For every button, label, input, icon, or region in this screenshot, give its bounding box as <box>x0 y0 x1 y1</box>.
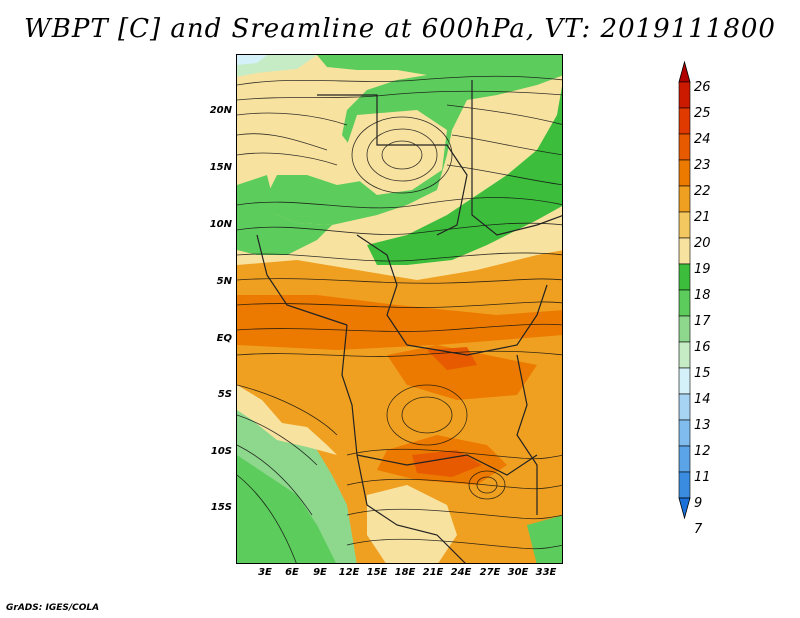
wbpt-field-map <box>237 55 562 563</box>
colorbar-label: 20 <box>694 236 711 251</box>
colorbar-label: 25 <box>694 106 711 121</box>
lon-label-27e: 27E <box>479 567 501 578</box>
colorbar-bottom-arrow <box>678 497 691 520</box>
field-region <box>237 69 297 120</box>
colorbar-cell <box>678 419 691 447</box>
colorbar-label: 26 <box>694 80 711 95</box>
colorbar-label: 9 <box>694 496 703 511</box>
colorbar <box>678 60 691 520</box>
colorbar-cell <box>678 237 691 265</box>
lon-label-18e: 18E <box>394 567 416 578</box>
lat-label-10n: 10N <box>209 219 232 230</box>
map-panel <box>236 54 563 564</box>
colorbar-cell <box>678 445 691 473</box>
country-borders <box>256 80 562 563</box>
colorbar-label: 15 <box>694 366 711 381</box>
colorbar-cell <box>678 263 691 291</box>
lat-label-10s: 10S <box>210 446 232 457</box>
colorbar-cell <box>678 341 691 369</box>
field-region <box>427 347 477 370</box>
lon-label-15e: 15E <box>366 567 388 578</box>
field-region <box>527 515 562 563</box>
lon-label-12e: 12E <box>338 567 360 578</box>
colorbar-cell <box>678 107 691 135</box>
colorbar-cell <box>678 185 691 213</box>
field-region <box>237 55 267 65</box>
field-region <box>237 385 337 455</box>
field-region <box>387 345 537 400</box>
colorbar-label: 11 <box>694 470 711 485</box>
colorbar-label: 24 <box>694 132 711 147</box>
lat-label-eq: EQ <box>216 333 232 344</box>
colorbar-label: 7 <box>694 522 703 537</box>
colorbar-label: 14 <box>694 392 711 407</box>
lon-label-6e: 6E <box>285 567 299 578</box>
colorbar-cell <box>678 289 691 317</box>
colorbar-cell <box>678 315 691 343</box>
field-region <box>237 455 336 563</box>
lat-label-15n: 15N <box>209 162 232 173</box>
colorbar-label: 13 <box>694 418 711 433</box>
colorbar-cell <box>678 367 691 395</box>
colorbar-cell <box>678 393 691 421</box>
colorbar-cell <box>678 471 691 499</box>
colorbar-cell <box>678 81 691 109</box>
colorbar-label: 21 <box>694 210 711 225</box>
lon-label-30e: 30E <box>507 567 529 578</box>
lat-label-15s: 15S <box>210 502 232 513</box>
field-region <box>237 175 332 255</box>
colorbar-cell <box>678 211 691 239</box>
grads-credit: GrADS: IGES/COLA <box>6 603 100 613</box>
colorbar-cell <box>678 159 691 187</box>
field-region <box>347 110 447 195</box>
streamlines <box>237 75 562 563</box>
lon-label-33e: 33E <box>535 567 557 578</box>
lon-label-9e: 9E <box>313 567 327 578</box>
lon-label-3e: 3E <box>258 567 272 578</box>
field-region <box>367 86 562 265</box>
colorbar-top-arrow <box>678 60 691 83</box>
colorbar-label: 23 <box>694 158 711 173</box>
field-region <box>412 450 482 477</box>
colorbar-label: 22 <box>694 184 711 199</box>
colorbar-cell <box>678 133 691 161</box>
lat-label-5s: 5S <box>217 389 232 400</box>
map-title: WBPT [C] and Sreamline at 600hPa, VT: 20… <box>24 14 776 44</box>
lon-label-24e: 24E <box>450 567 472 578</box>
colorbar-label: 12 <box>694 444 711 459</box>
field-region <box>367 485 457 563</box>
colorbar-label: 18 <box>694 288 711 303</box>
colorbar-label: 19 <box>694 262 711 277</box>
field-region <box>237 295 562 350</box>
lon-label-21e: 21E <box>422 567 444 578</box>
colorbar-label: 17 <box>694 314 711 329</box>
colorbar-label: 16 <box>694 340 711 355</box>
lat-label-5n: 5N <box>216 276 232 287</box>
lat-label-20n: 20N <box>209 105 232 116</box>
